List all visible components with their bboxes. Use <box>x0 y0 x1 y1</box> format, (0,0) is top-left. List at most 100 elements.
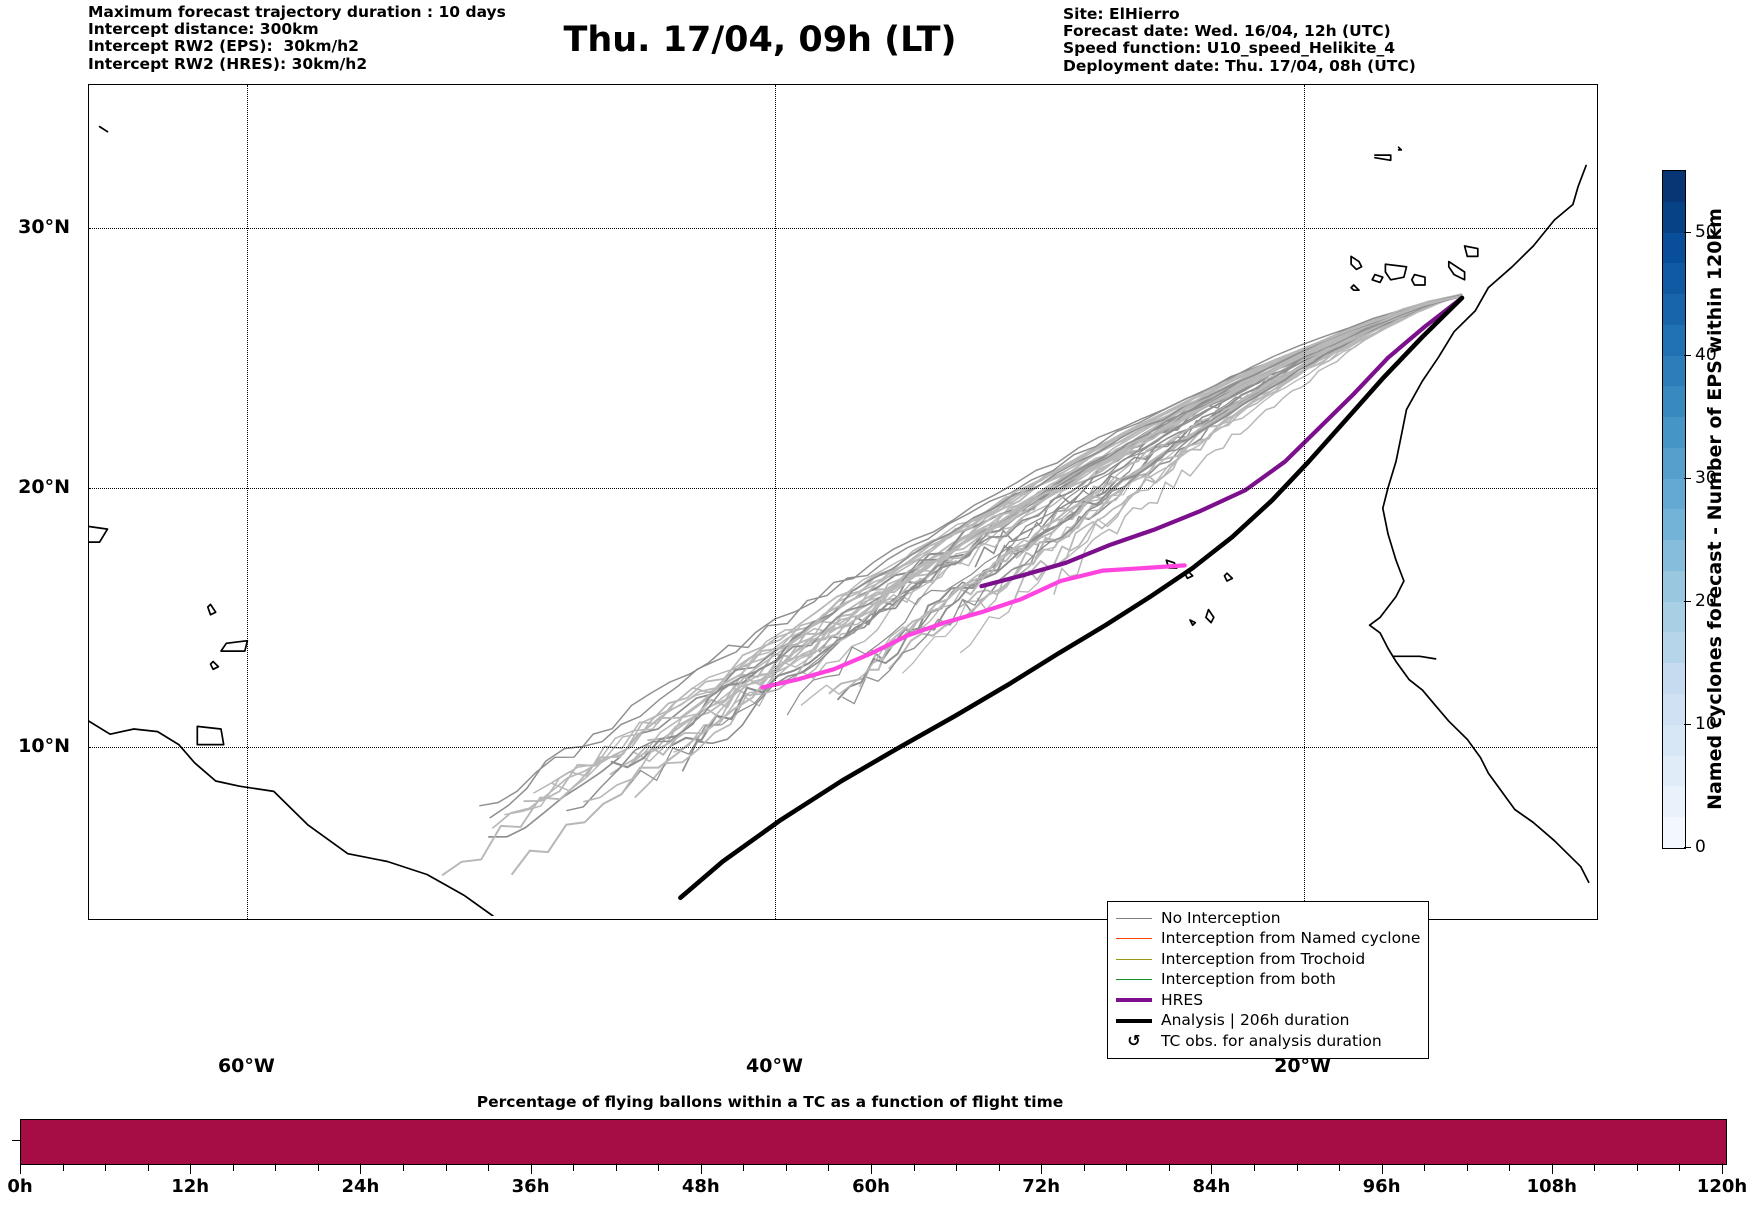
track-hres <box>979 295 1465 589</box>
legend-line-swatch <box>1116 958 1152 960</box>
bar-tick-minor <box>275 1163 277 1171</box>
ensemble-trajectory <box>800 294 1463 706</box>
bar-tick-minor <box>1296 1163 1298 1171</box>
coastline <box>1397 146 1403 151</box>
colorbar-segment <box>1663 478 1685 510</box>
legend-item-2[interactable]: Interception from Trochoid <box>1116 949 1420 970</box>
bottom-bar-ytick <box>12 1140 20 1141</box>
gridline-lon <box>775 85 777 919</box>
bar-tick-minor <box>658 1163 660 1171</box>
coastline <box>89 525 109 543</box>
latitude-tick-label: 30°N <box>18 215 70 238</box>
map-legend[interactable]: No Interception Interception from Named c… <box>1107 901 1430 1059</box>
legend-item-5[interactable]: Analysis | 206h duration <box>1116 1011 1420 1032</box>
legend-item-label: TC obs. for analysis duration <box>1161 1031 1382 1050</box>
header-left-info: Maximum forecast trajectory duration : 1… <box>88 3 506 73</box>
coastline <box>209 660 220 671</box>
colorbar-tick-label: 40 <box>1695 344 1717 365</box>
coastline <box>1350 255 1363 271</box>
bar-tick-minor <box>828 1163 830 1171</box>
latitude-axis-labels: 30°N 20°N 10°N <box>0 84 80 918</box>
bar-tick-major <box>1381 1163 1383 1174</box>
colorbar-segment <box>1663 201 1685 233</box>
ensemble-trajectory <box>504 294 1463 816</box>
bar-tick-minor <box>1168 1163 1170 1171</box>
legend-line-swatch <box>1116 979 1152 981</box>
coastline <box>1189 619 1197 627</box>
colorbar-tick <box>1684 847 1691 848</box>
colorbar-tick-label: 20 <box>1695 590 1717 611</box>
coastline <box>1463 245 1479 258</box>
gridline-lon <box>247 85 249 919</box>
ensemble-trajectory <box>990 295 1463 574</box>
gridline-lat <box>89 747 1597 749</box>
bar-tick-major <box>360 1163 362 1174</box>
bar-tick-minor <box>1083 1163 1085 1171</box>
coastline <box>98 125 109 133</box>
colorbar-tick-label: 10 <box>1695 713 1717 734</box>
bar-tick-minor <box>785 1163 787 1171</box>
bar-tick-minor <box>1339 1163 1341 1171</box>
legend-item-4[interactable]: HRES <box>1116 990 1420 1011</box>
ensemble-trajectory <box>551 294 1463 784</box>
bar-tick-minor <box>1126 1163 1128 1171</box>
legend-item-3[interactable]: Interception from both <box>1116 970 1420 991</box>
bar-tick-label: 0h <box>7 1176 33 1197</box>
bar-tick-major <box>20 1163 21 1174</box>
colorbar-segment <box>1663 386 1685 418</box>
ensemble-trajectory <box>673 293 1463 753</box>
bar-tick-minor <box>573 1163 575 1171</box>
ensemble-trajectory <box>836 293 1463 701</box>
forecast-map-panel[interactable] <box>88 84 1598 920</box>
latitude-tick-label: 10°N <box>18 735 70 758</box>
colorbar-tick-label: 0 <box>1695 837 1706 857</box>
bar-tick-minor <box>743 1163 745 1171</box>
bar-tick-minor <box>105 1163 107 1171</box>
coastline <box>220 639 249 652</box>
legend-line-swatch <box>1116 998 1152 1003</box>
bar-tick-major <box>871 1163 872 1174</box>
longitude-tick-label: 20°W <box>1274 1055 1331 1077</box>
bar-tick-major <box>700 1163 702 1174</box>
ensemble-trajectory-layer <box>441 293 1463 877</box>
bar-tick-minor <box>1594 1163 1596 1171</box>
colorbar-ticks: 0 10 20 30 40 50 <box>1684 170 1744 857</box>
longitude-axis-labels: 60°W 40°W 20°W <box>88 1055 1596 1081</box>
ensemble-trajectory <box>441 295 1463 877</box>
bar-tick-major <box>1551 1163 1553 1174</box>
colorbar-tick <box>1684 354 1691 356</box>
colorbar-segment <box>1663 232 1685 264</box>
coastline <box>1374 154 1392 162</box>
legend-item-6[interactable]: ↺ TC obs. for analysis duration <box>1116 1031 1420 1052</box>
legend-item-1[interactable]: Interception from Named cyclone <box>1116 929 1420 950</box>
bar-tick-major <box>190 1163 192 1174</box>
bar-tick-label: 108h <box>1526 1176 1577 1197</box>
bar-tick-label: 24h <box>341 1176 380 1197</box>
colorbar-segment <box>1663 601 1685 633</box>
legend-item-0[interactable]: No Interception <box>1116 908 1420 929</box>
bar-tick-minor <box>1466 1163 1468 1171</box>
ensemble-trajectory <box>1014 293 1463 599</box>
coastline <box>1384 263 1408 281</box>
header-right-info: Site: ElHierro Forecast date: Wed. 16/04… <box>1063 5 1416 75</box>
bar-tick-minor <box>402 1163 404 1171</box>
bar-tick-label: 120h <box>1696 1176 1748 1197</box>
ensemble-trajectory <box>800 293 1463 680</box>
bar-tick-minor <box>232 1163 234 1171</box>
colorbar-tick <box>1684 231 1691 233</box>
latitude-tick-label: 20°N <box>18 475 70 498</box>
legend-item-label: Interception from Trochoid <box>1161 949 1366 968</box>
coastline <box>1205 608 1215 624</box>
bar-tick-label: 12h <box>171 1176 210 1197</box>
ensemble-trajectory <box>976 295 1463 611</box>
bar-tick-minor <box>956 1163 958 1171</box>
coastline <box>1368 164 1590 884</box>
bar-tick-minor <box>1509 1163 1511 1171</box>
map-canvas <box>89 125 1590 916</box>
bar-tick-major <box>1722 1163 1723 1174</box>
coastline <box>1392 655 1437 660</box>
ensemble-trajectory <box>523 293 1463 803</box>
ensemble-trajectory <box>828 294 1463 695</box>
ensemble-trajectory <box>901 293 1463 674</box>
bar-tick-minor <box>488 1163 490 1171</box>
